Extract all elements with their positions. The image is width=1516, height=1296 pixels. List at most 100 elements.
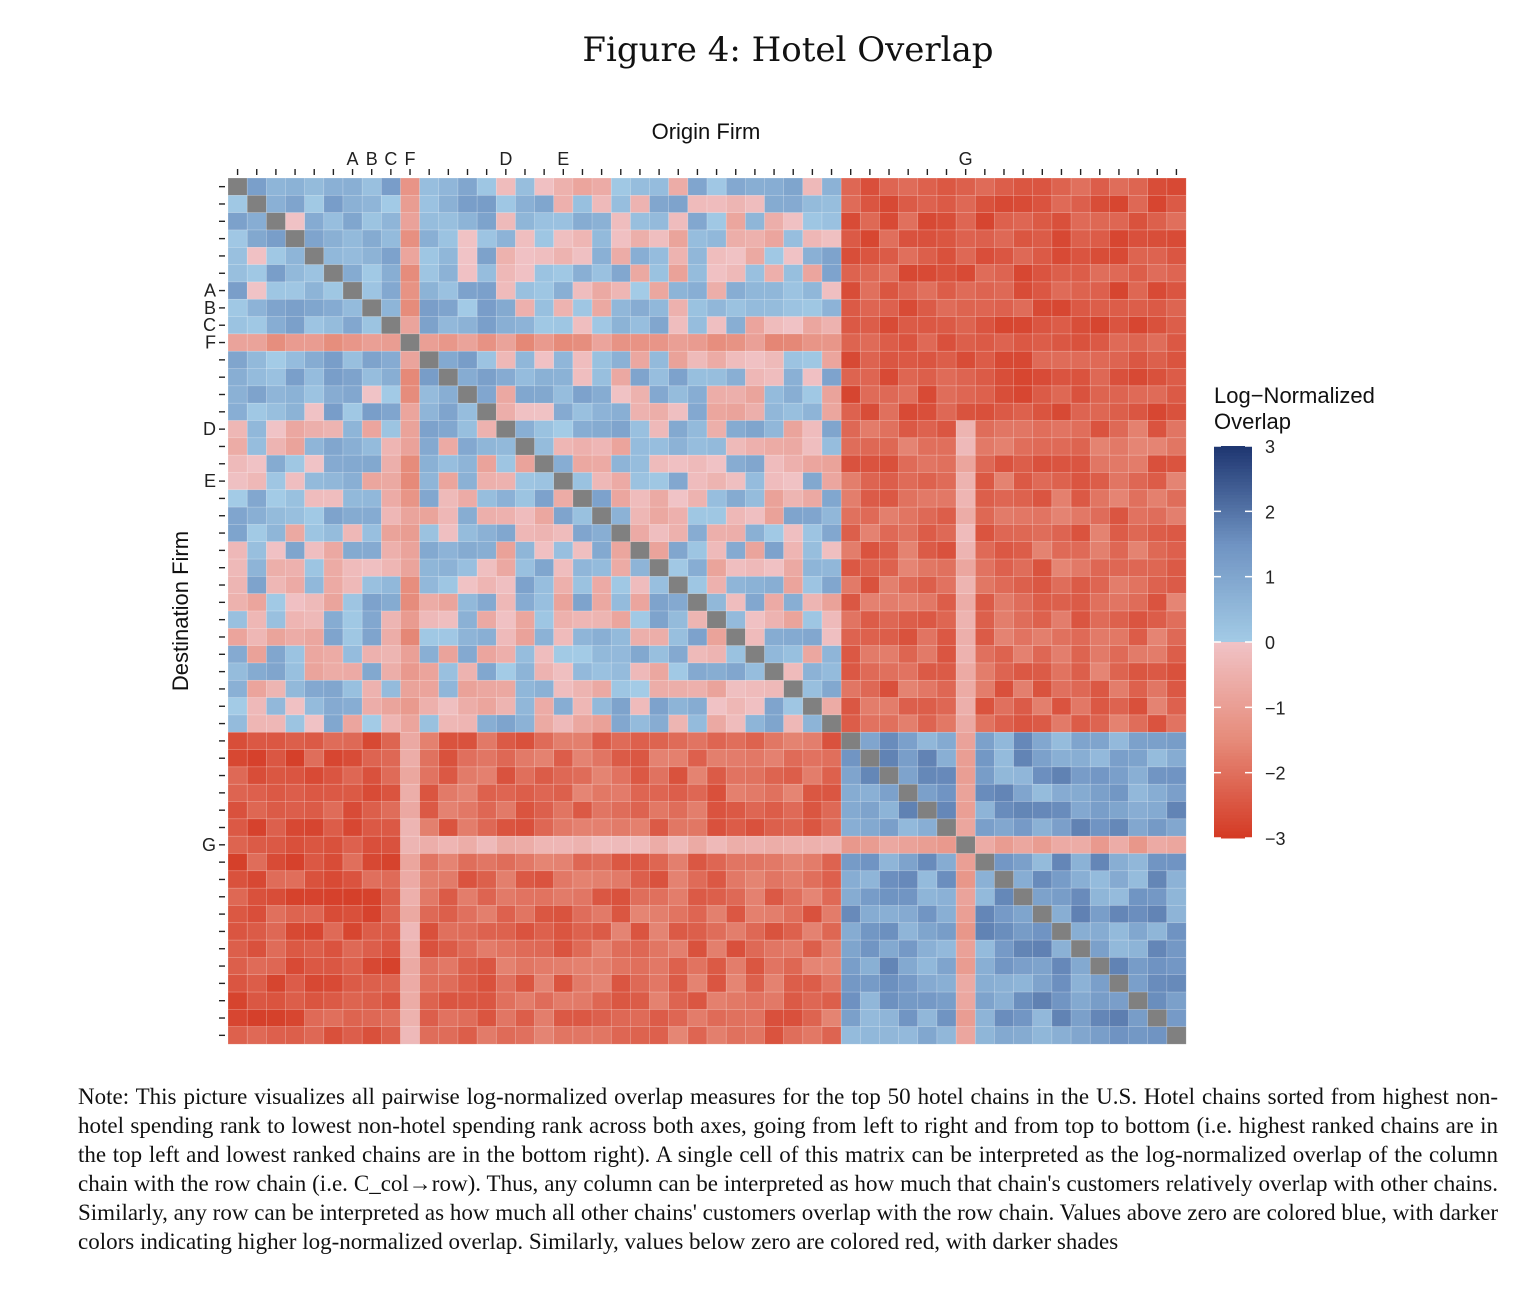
heatmap-cell	[706, 887, 727, 906]
heatmap-cell	[764, 454, 785, 473]
heatmap-cell	[783, 922, 804, 941]
heatmap-cell	[802, 610, 823, 629]
heatmap-cell	[821, 749, 842, 768]
heatmap-cell	[534, 298, 555, 318]
heatmap-cell	[879, 957, 900, 976]
heatmap-cell	[400, 853, 421, 872]
heatmap-cell	[227, 177, 248, 196]
heatmap-cell	[783, 212, 804, 231]
heatmap-cell	[361, 350, 382, 370]
heatmap-cell	[246, 835, 267, 854]
heatmap-cell	[725, 939, 746, 958]
heatmap-cell	[266, 957, 286, 976]
heatmap-cell	[572, 558, 593, 577]
heatmap-cell	[821, 783, 842, 803]
heatmap-cell	[859, 679, 880, 699]
heatmap-cell	[879, 264, 900, 283]
heatmap-cell	[572, 333, 593, 352]
heatmap-cell	[974, 195, 995, 214]
heatmap-cell	[955, 593, 976, 612]
heatmap-cell	[955, 558, 976, 577]
heatmap-cell	[1051, 212, 1072, 231]
heatmap-cell	[457, 939, 478, 958]
heatmap-cell	[285, 610, 306, 629]
heatmap-cell	[476, 195, 497, 214]
heatmap-cell	[323, 298, 344, 318]
heatmap-cell	[438, 714, 459, 733]
legend-swatch	[1214, 478, 1252, 483]
heatmap-cell	[515, 887, 536, 906]
heatmap-cell	[1070, 749, 1091, 768]
heatmap-cell	[974, 576, 995, 595]
heatmap-cell	[1013, 749, 1034, 768]
heatmap-cell	[534, 524, 555, 543]
heatmap-cell	[342, 195, 363, 214]
heatmap-cell	[227, 506, 248, 525]
heatmap-cell	[1109, 506, 1130, 525]
heatmap-cell	[591, 333, 612, 352]
heatmap-cell	[706, 558, 727, 577]
legend-swatch	[1214, 740, 1252, 744]
heatmap-cell	[591, 281, 612, 300]
heatmap-cell	[936, 541, 957, 560]
heatmap-cell	[821, 195, 842, 214]
heatmap-cell	[457, 714, 478, 733]
heatmap-cell	[745, 905, 765, 924]
heatmap-cell	[304, 593, 325, 612]
heatmap-cell	[1051, 298, 1072, 318]
heatmap-cell	[1166, 679, 1187, 699]
heatmap-cell	[227, 229, 248, 248]
heatmap-cell	[1128, 645, 1149, 664]
heatmap-cell	[476, 731, 497, 751]
heatmap-cell	[687, 472, 708, 491]
heatmap-cell	[706, 662, 727, 681]
heatmap-cell	[630, 316, 651, 335]
heatmap-cell	[859, 437, 880, 456]
heatmap-cell	[898, 991, 919, 1010]
heatmap-cell	[994, 195, 1015, 214]
heatmap-cell	[879, 749, 900, 768]
legend-swatch	[1214, 622, 1252, 627]
heatmap-cell	[553, 714, 574, 733]
heatmap-cell	[706, 628, 727, 647]
heatmap-cell	[955, 1026, 976, 1045]
heatmap-cell	[764, 679, 785, 699]
heatmap-cell	[630, 662, 651, 681]
heatmap-cell	[227, 610, 248, 629]
legend-swatch	[1214, 775, 1252, 780]
heatmap-cell	[898, 316, 919, 335]
heatmap-cell	[1051, 402, 1072, 421]
heatmap-cell	[668, 679, 689, 699]
heatmap-cell	[687, 714, 708, 733]
heatmap-cell	[764, 957, 785, 976]
heatmap-cell	[898, 905, 919, 924]
heatmap-cell	[687, 974, 708, 993]
heatmap-cell	[802, 887, 823, 906]
heatmap-cell	[323, 177, 344, 196]
heatmap-cell	[1089, 645, 1110, 664]
heatmap-cell	[706, 870, 727, 889]
heatmap-cell	[840, 749, 861, 768]
heatmap-cell	[285, 385, 306, 404]
heatmap-cell	[994, 835, 1015, 854]
heatmap-cell	[879, 905, 900, 924]
heatmap-cell	[1166, 662, 1187, 681]
heatmap-cell	[840, 662, 861, 681]
heatmap-cell	[649, 939, 670, 958]
heatmap-cell	[725, 454, 746, 473]
heatmap-cell	[591, 454, 612, 473]
heatmap-cell	[649, 714, 670, 733]
heatmap-cell	[840, 1026, 861, 1045]
heatmap-cell	[994, 489, 1015, 508]
legend-swatch	[1214, 468, 1252, 473]
heatmap-cell	[1128, 905, 1149, 924]
heatmap-cell	[400, 316, 421, 335]
heatmap-cell	[457, 870, 478, 889]
heatmap-cell	[438, 801, 459, 820]
heatmap-cell	[879, 368, 900, 387]
heatmap-cell	[974, 870, 995, 889]
heatmap-cell	[553, 1026, 574, 1045]
heatmap-cell	[1128, 506, 1149, 525]
heatmap-cell	[630, 350, 651, 370]
heatmap-cell	[610, 472, 631, 491]
